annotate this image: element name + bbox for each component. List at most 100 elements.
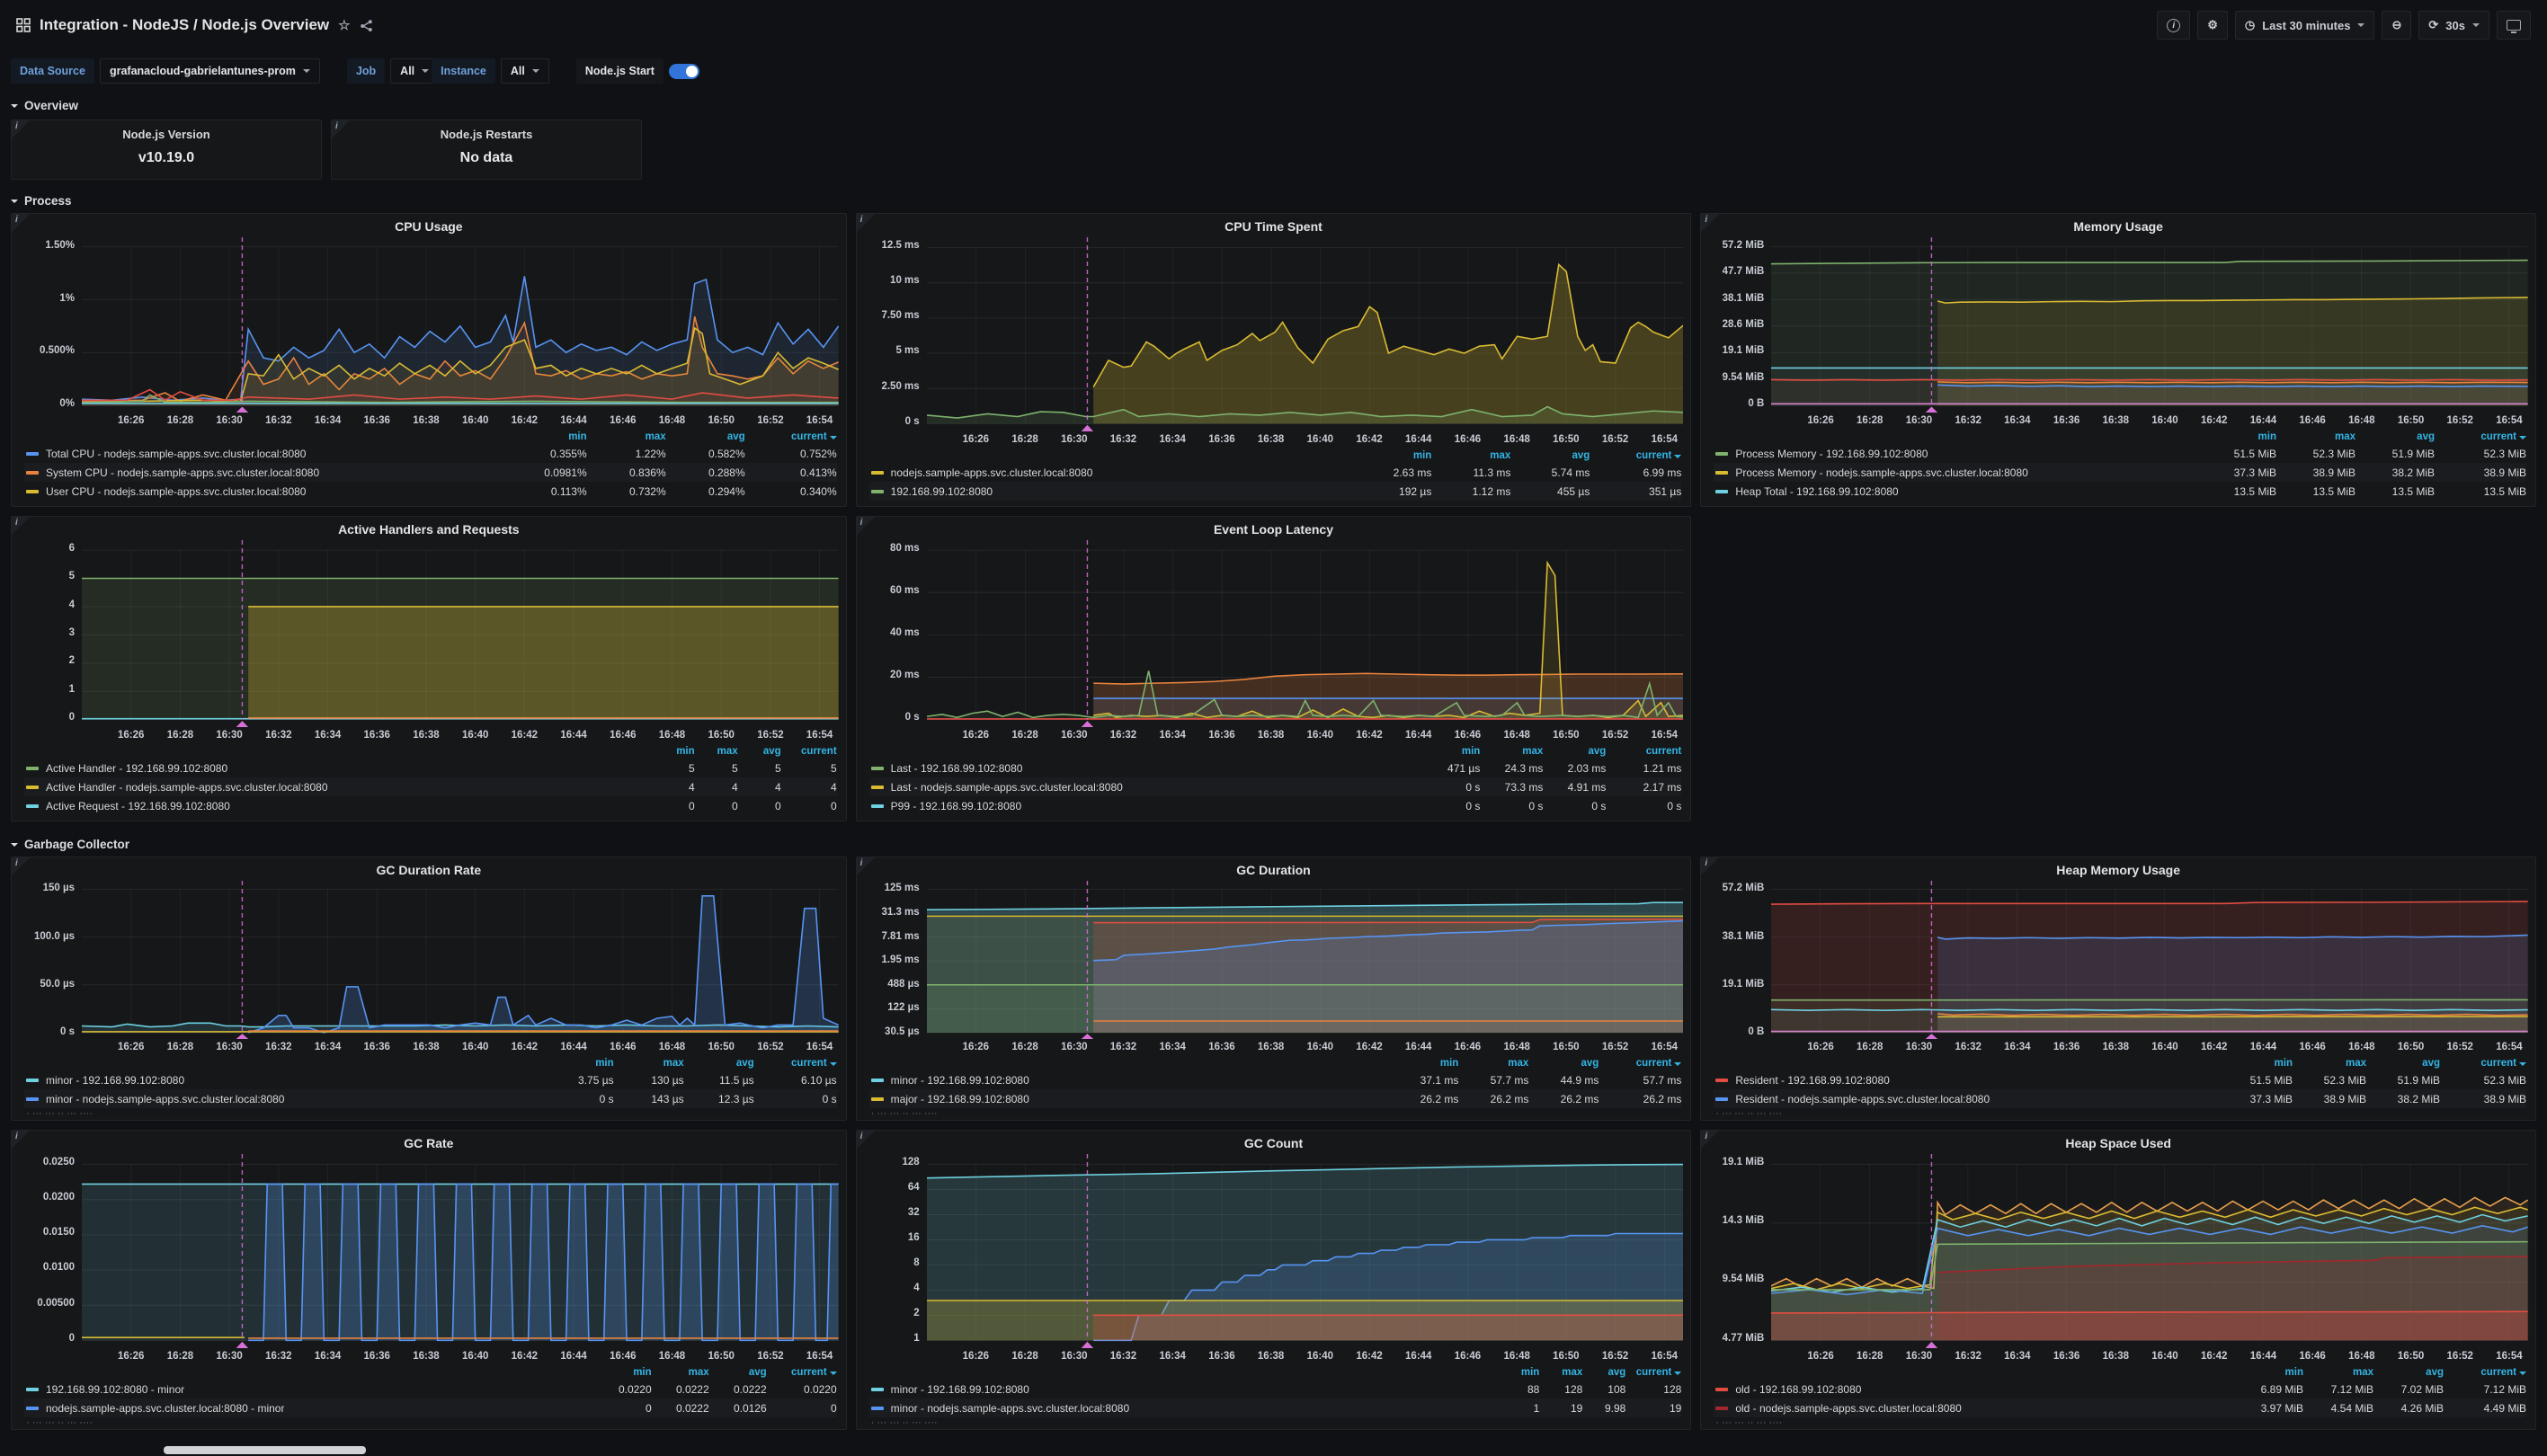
panel-info-corner[interactable] — [12, 517, 30, 535]
series-label[interactable]: Active Handler - 192.168.99.102:8080 — [46, 762, 227, 775]
legend-col-max[interactable]: max — [1458, 1058, 1528, 1069]
plot-area[interactable] — [1771, 1154, 2528, 1348]
legend-col-avg[interactable]: avg — [666, 431, 745, 442]
panel-info-corner[interactable] — [12, 1131, 30, 1149]
series-label[interactable]: User CPU - nodejs.sample-apps.svc.cluste… — [46, 485, 306, 498]
legend-col-min[interactable]: min — [508, 431, 587, 442]
legend-col-max[interactable]: max — [1480, 746, 1543, 757]
panel-title[interactable]: GC Rate — [12, 1131, 846, 1152]
series-color-box[interactable] — [26, 471, 39, 475]
series-label[interactable]: P99 - 192.168.99.102:8080 — [891, 800, 1021, 812]
legend-col-max[interactable]: max — [1431, 450, 1510, 461]
plot-area[interactable] — [927, 1154, 1684, 1348]
panel-title[interactable]: Heap Memory Usage — [1701, 857, 2535, 879]
series-label[interactable]: major - 192.168.99.102:8080 — [891, 1093, 1029, 1105]
legend-col-current[interactable]: current — [1590, 450, 1681, 461]
panel-info-corner[interactable] — [857, 214, 875, 232]
panel-info-corner[interactable] — [857, 857, 875, 875]
legend-col-current[interactable]: current — [1606, 746, 1681, 757]
tv-mode-button[interactable] — [2497, 11, 2531, 40]
series-label[interactable]: minor - nodejs.sample-apps.svc.cluster.l… — [46, 1093, 284, 1105]
series-color-box[interactable] — [1715, 471, 1728, 475]
legend-col-min[interactable]: min — [1417, 746, 1480, 757]
series-label[interactable]: Active Handler - nodejs.sample-apps.svc.… — [46, 781, 328, 794]
series-label[interactable]: minor - nodejs.sample-apps.svc.cluster.l… — [891, 1402, 1129, 1415]
panel-info-corner[interactable] — [857, 1131, 875, 1149]
panel-info-corner[interactable] — [12, 857, 30, 875]
series-color-box[interactable] — [1715, 1079, 1728, 1082]
legend-col-max[interactable]: max — [652, 1367, 709, 1378]
legend-col-min[interactable]: min — [2233, 1367, 2303, 1378]
series-label[interactable]: nodejs.sample-apps.svc.cluster.local:808… — [891, 466, 1093, 479]
series-color-box[interactable] — [871, 804, 884, 808]
series-label[interactable]: Last - nodejs.sample-apps.svc.cluster.lo… — [891, 781, 1123, 794]
panel-info-corner[interactable] — [857, 517, 875, 535]
legend-col-avg[interactable]: avg — [709, 1367, 767, 1378]
plot-area[interactable] — [927, 540, 1684, 727]
plot-area[interactable] — [1771, 237, 2528, 413]
legend-col-avg[interactable]: avg — [1582, 1367, 1625, 1378]
panel-title[interactable]: GC Duration — [857, 857, 1691, 879]
legend-col-current[interactable]: current — [745, 431, 837, 442]
legend-col-max[interactable]: max — [2303, 1367, 2373, 1378]
series-label[interactable]: System CPU - nodejs.sample-apps.svc.clus… — [46, 466, 319, 479]
legend-col-min[interactable]: min — [2219, 1058, 2293, 1069]
stat-title[interactable]: Node.js Version — [12, 120, 321, 141]
series-label[interactable]: Process Memory - 192.168.99.102:8080 — [1735, 448, 1928, 460]
dashboard-settings-button[interactable]: ⚙ — [2197, 11, 2228, 40]
legend-col-current[interactable]: current — [1625, 1367, 1681, 1378]
series-color-box[interactable] — [871, 490, 884, 493]
legend-col-current[interactable]: current — [2440, 1058, 2526, 1069]
legend-col-current[interactable]: current — [754, 1058, 837, 1069]
series-color-box[interactable] — [871, 786, 884, 789]
series-label[interactable]: nodejs.sample-apps.svc.cluster.local:808… — [46, 1402, 284, 1415]
legend-col-avg[interactable]: avg — [2366, 1058, 2440, 1069]
series-color-box[interactable] — [26, 452, 39, 456]
panel-info-corner[interactable] — [12, 214, 30, 232]
zoom-out-button[interactable]: ⊖ — [2382, 11, 2411, 40]
panel-title[interactable]: GC Count — [857, 1131, 1691, 1152]
legend-col-avg[interactable]: avg — [1528, 1058, 1599, 1069]
series-label[interactable]: Process Memory - nodejs.sample-apps.svc.… — [1735, 466, 2027, 479]
series-color-box[interactable] — [26, 1407, 39, 1410]
breadcrumb[interactable]: Integration - NodeJS / Node.js Overview … — [16, 16, 373, 34]
series-color-box[interactable] — [871, 1097, 884, 1101]
legend-col-avg[interactable]: avg — [684, 1058, 754, 1069]
panel-info-corner[interactable] — [1701, 1131, 1719, 1149]
refresh-picker[interactable]: ⟳ 30s — [2418, 11, 2489, 40]
plot-area[interactable] — [1771, 881, 2528, 1039]
legend-col-max[interactable]: max — [2276, 431, 2356, 442]
section-garbage-collector[interactable]: Garbage Collector — [0, 830, 2547, 857]
panel-info-corner[interactable] — [332, 120, 350, 138]
legend-col-current[interactable]: current — [781, 746, 837, 757]
plot-area[interactable] — [927, 881, 1684, 1039]
legend-col-max[interactable]: max — [695, 746, 738, 757]
series-color-box[interactable] — [1715, 1097, 1728, 1101]
panel-info-corner[interactable] — [12, 120, 30, 138]
series-label[interactable]: Resident - nodejs.sample-apps.svc.cluste… — [1735, 1093, 1990, 1105]
plot-area[interactable] — [927, 237, 1684, 431]
series-color-box[interactable] — [871, 1407, 884, 1410]
series-label[interactable]: old - 192.168.99.102:8080 — [1735, 1383, 1861, 1396]
legend-col-max[interactable]: max — [1539, 1367, 1582, 1378]
legend-col-max[interactable]: max — [2293, 1058, 2366, 1069]
series-label[interactable]: 192.168.99.102:8080 — [891, 485, 993, 498]
nodejs-start-toggle[interactable] — [669, 64, 699, 79]
series-label[interactable]: Active Request - 192.168.99.102:8080 — [46, 800, 230, 812]
series-color-box[interactable] — [26, 1097, 39, 1101]
legend-col-avg[interactable]: avg — [2373, 1367, 2444, 1378]
series-label[interactable]: old - nodejs.sample-apps.svc.cluster.loc… — [1735, 1402, 1961, 1415]
legend-col-current[interactable]: current — [2444, 1367, 2526, 1378]
stat-title[interactable]: Node.js Restarts — [332, 120, 641, 141]
series-color-box[interactable] — [871, 1079, 884, 1082]
series-color-box[interactable] — [26, 1079, 39, 1082]
legend-col-current[interactable]: current — [767, 1367, 837, 1378]
datasource-select[interactable]: grafanacloud-gabrielantunes-prom — [100, 58, 320, 84]
horizontal-scrollbar[interactable] — [164, 1446, 366, 1454]
legend-col-avg[interactable]: avg — [2356, 431, 2435, 442]
panel-info-corner[interactable] — [1701, 857, 1719, 875]
legend-col-min[interactable]: min — [594, 1367, 652, 1378]
legend-col-avg[interactable]: avg — [738, 746, 781, 757]
plot-area[interactable] — [82, 237, 839, 413]
series-label[interactable]: minor - 192.168.99.102:8080 — [891, 1383, 1029, 1396]
